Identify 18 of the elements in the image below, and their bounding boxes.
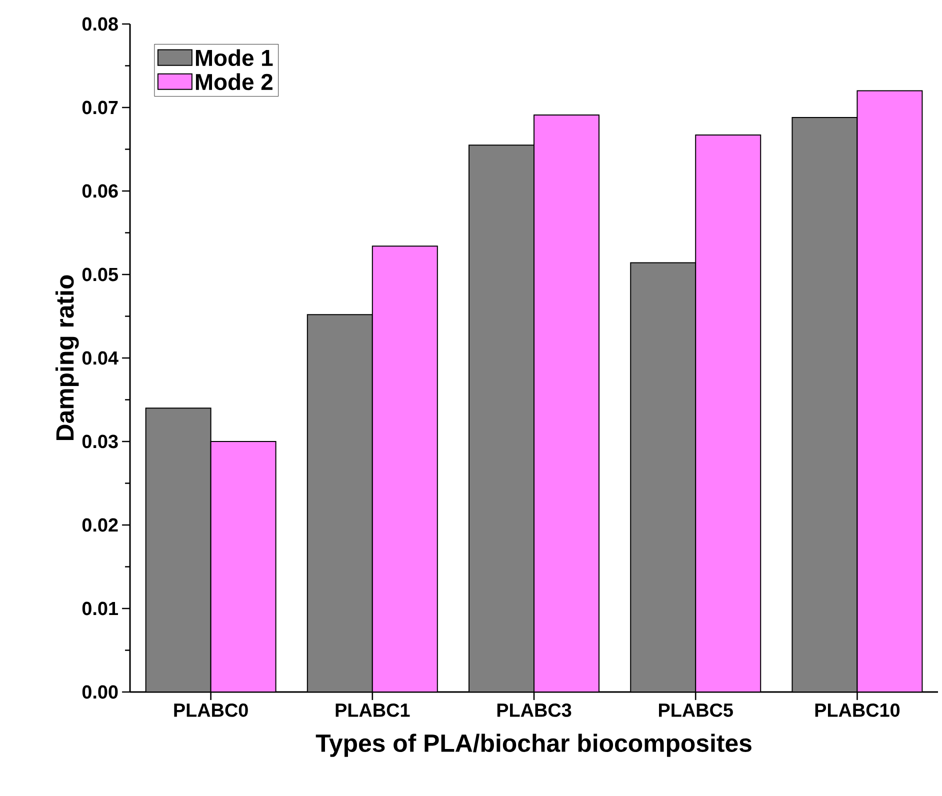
y-tick-label: 0.04 [82,351,118,365]
y-tick-label: 0.02 [82,518,118,532]
y-tick-label: 0.03 [82,434,118,448]
y-tick-label: 0.08 [82,17,118,31]
y-tick-label: 0.00 [82,685,118,699]
x-axis-title: Types of PLA/biochar biocomposites [316,734,752,757]
x-tick-label: PLABC1 [336,703,410,717]
legend-label: Mode 1 [196,49,273,66]
y-axis-title: Damping ratio [55,275,79,440]
x-tick-label: PLABC3 [497,703,572,717]
x-tick-label: PLABC10 [815,703,900,717]
y-tick-label: 0.07 [82,100,118,114]
x-tick-label: PLABC5 [659,703,733,717]
x-tick-label: PLABC0 [174,703,248,717]
y-tick-label: 0.01 [82,602,118,616]
legend-label: Mode 2 [196,73,272,90]
y-tick-label: 0.05 [82,268,118,282]
y-tick-label: 0.06 [82,184,118,198]
